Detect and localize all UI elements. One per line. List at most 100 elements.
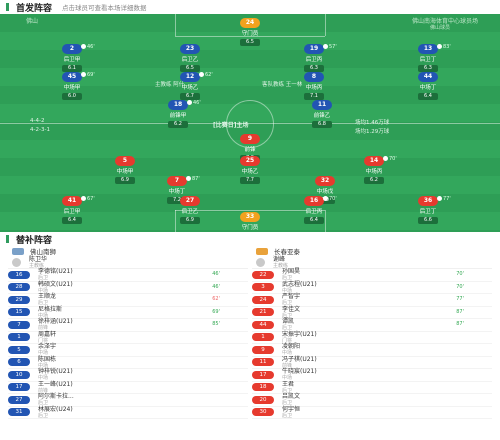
home-player[interactable]: 23 后卫乙 6.5 bbox=[165, 44, 215, 72]
subs-title: 替补阵容 bbox=[16, 235, 53, 246]
home-player[interactable]: 19 后卫丙 6.3 57' bbox=[289, 44, 339, 72]
player-name: 林展宏(U24) bbox=[38, 405, 73, 413]
player-position: 后卫 bbox=[282, 325, 293, 332]
sub-player-row[interactable]: 17 牛晓宸(U21) 中场 bbox=[252, 368, 492, 382]
away-player[interactable]: 36 后卫丁 6.6 77' bbox=[403, 196, 453, 224]
sub-player-row[interactable]: 18 王君 后卫 bbox=[252, 381, 492, 394]
formation-home: 4-4-2 bbox=[30, 118, 45, 124]
sub-player-row[interactable]: 29 王顺龙 后卫 62' bbox=[8, 293, 248, 307]
event-minute: 87' bbox=[192, 176, 200, 182]
jersey-number: 5 bbox=[8, 345, 30, 354]
home-coach-row[interactable]: 陈卫华 主教练 bbox=[8, 256, 248, 269]
sub-player-row[interactable]: 15 尼格拉斯 中场 69' bbox=[8, 306, 248, 319]
sub-player-row[interactable]: 31 林展宏(U24) 后卫 bbox=[8, 406, 248, 419]
player-rating: 6.7 bbox=[180, 93, 200, 100]
player-position: 中场 bbox=[38, 287, 49, 294]
sub-player-info: 韩硕文(U21) 中场 bbox=[38, 281, 248, 294]
jersey-number: 23 bbox=[180, 44, 200, 54]
box-line bbox=[175, 210, 176, 232]
sub-player-row[interactable]: 7 徐梓涵(U21) 前锋 85' bbox=[8, 318, 248, 332]
sub-player-row[interactable]: 3 武志程(U21) 中场 70' bbox=[252, 281, 492, 294]
sub-on-minute: 77' bbox=[456, 296, 464, 302]
home-player[interactable]: 8 中场丙 7.1 bbox=[289, 72, 339, 100]
away-player[interactable]: 25 中场乙 7.7 bbox=[225, 156, 275, 184]
sub-player-row[interactable]: 1 宋振宇(U21) 门将 bbox=[252, 331, 492, 344]
box-line bbox=[175, 36, 325, 37]
sub-player-info: 严智宇 后卫 bbox=[282, 293, 492, 306]
home-player[interactable]: 13 后卫丁 6.3 83' bbox=[403, 44, 453, 72]
sub-player-info: 武志程(U21) 中场 bbox=[282, 281, 492, 294]
player-name: 韩硕文(U21) bbox=[38, 280, 73, 288]
sub-player-row[interactable]: 28 韩硕文(U21) 中场 46' bbox=[8, 281, 248, 294]
home-player[interactable]: 11 前锋乙 6.8 bbox=[297, 100, 347, 128]
substitution-event: 46' bbox=[187, 100, 201, 106]
home-player[interactable]: 18 前锋甲 6.2 46' bbox=[153, 100, 203, 128]
player-rating: 6.9 bbox=[115, 177, 135, 184]
sub-player-row[interactable]: 22 孙国昊 后卫 70' bbox=[252, 268, 492, 282]
home-player[interactable]: 12 中场乙 6.7 62' bbox=[165, 72, 215, 100]
player-name: 凌朝阳 bbox=[282, 343, 301, 351]
player-name: 前锋 bbox=[244, 147, 256, 153]
player-name: 周嘉轩 bbox=[38, 330, 57, 338]
jersey-number: 11 bbox=[312, 100, 332, 110]
player-rating: 7.7 bbox=[240, 177, 260, 184]
away-player[interactable]: 14 中场丙 6.2 70' bbox=[349, 156, 399, 184]
sub-player-row[interactable]: 6 陈国栋 中场 bbox=[8, 356, 248, 369]
pitch-stripe bbox=[0, 68, 500, 86]
away-player[interactable]: 16 后卫丙 6.4 70' bbox=[289, 196, 339, 224]
player-name: 中场甲 bbox=[116, 169, 134, 175]
pitch-stripe bbox=[0, 140, 500, 158]
away-player[interactable]: 33守门员6.8 bbox=[225, 212, 275, 232]
away-player[interactable]: 5 中场甲 6.9 bbox=[100, 156, 150, 184]
sub-player-row[interactable]: 10 钟梓锐(U21) 中场 bbox=[8, 368, 248, 382]
player-name: 后卫甲 bbox=[63, 209, 81, 215]
jersey-number: 30 bbox=[252, 408, 274, 417]
center-circle bbox=[226, 100, 274, 148]
sub-player-row[interactable]: 1 周嘉轩 门将 bbox=[8, 330, 248, 344]
player-position: 中场 bbox=[38, 350, 49, 357]
sub-player-row[interactable]: 5 余泽宇 中场 bbox=[8, 343, 248, 357]
sub-player-row[interactable]: 24 严智宇 后卫 77' bbox=[252, 293, 492, 307]
sub-player-row[interactable]: 11 冯子棋(U21) 前锋 bbox=[252, 356, 492, 369]
away-player[interactable]: 7 中场丁 7.2 87' bbox=[152, 176, 202, 204]
sub-player-row[interactable]: 17 王一峰(U21) 前锋 bbox=[8, 381, 248, 394]
substitution-icon bbox=[81, 72, 86, 77]
event-minute: 62' bbox=[205, 72, 213, 78]
away-club-header[interactable]: 长春亚泰 bbox=[252, 246, 492, 256]
sub-player-row[interactable]: 21 李佳文 后卫 87' bbox=[252, 306, 492, 319]
sub-player-row[interactable]: 9 凌朝阳 中场 bbox=[252, 343, 492, 357]
sub-player-info: 林展宏(U24) 后卫 bbox=[38, 406, 248, 419]
sub-player-row[interactable]: 30 何宇恒 后卫 bbox=[252, 406, 492, 419]
player-name: 徐梓涵(U21) bbox=[38, 318, 73, 326]
away-coach-row[interactable]: 谢峰 主教练 bbox=[252, 256, 492, 269]
sub-player-info: 王一峰(U21) 前锋 bbox=[38, 381, 248, 394]
home-club-header[interactable]: 佛山南狮 bbox=[8, 246, 248, 256]
coach-name: 陈卫华 bbox=[29, 255, 48, 263]
home-player[interactable]: 44 中场丁 6.4 bbox=[403, 72, 453, 100]
jersey-number: 41 bbox=[62, 196, 82, 206]
away-team-name: 佛山南海体育中心球员场 bbox=[411, 18, 478, 25]
home-player[interactable]: 45 中场甲 6.0 69' bbox=[47, 72, 97, 100]
jersey-number: 19 bbox=[304, 44, 324, 54]
box-line bbox=[325, 14, 326, 36]
substitution-event: 67' bbox=[81, 196, 95, 202]
sub-player-info: 钟梓锐(U21) 中场 bbox=[38, 368, 248, 381]
player-name: 中场戊 bbox=[316, 189, 334, 195]
home-player[interactable]: 24 守门员 6.5 bbox=[225, 18, 275, 46]
sub-player-row[interactable]: 16 李德铭(U21) 后卫 46' bbox=[8, 268, 248, 282]
sub-player-info: 阿尔斯卡拉... 后卫 bbox=[38, 393, 248, 406]
away-team-subtitle: 佛山球员 bbox=[429, 25, 450, 31]
avatar bbox=[256, 257, 265, 267]
jersey-number: 44 bbox=[418, 72, 438, 82]
sub-player-row[interactable]: 44 谭凯 后卫 87' bbox=[252, 318, 492, 332]
jersey-number: 24 bbox=[252, 295, 274, 304]
player-position: 前锋 bbox=[38, 387, 49, 394]
away-subs-column: 长春亚泰 谢峰 主教练 22 孙国昊 后卫 70' 3 武志程(U21) 中场 70' 24 严智… bbox=[252, 246, 492, 419]
sub-player-row[interactable]: 20 吕凯文 后卫 bbox=[252, 393, 492, 407]
player-name: 孙国昊 bbox=[282, 268, 301, 276]
away-player[interactable]: 41 后卫甲 6.4 67' bbox=[47, 196, 97, 224]
sub-player-row[interactable]: 27 阿尔斯卡拉... 后卫 bbox=[8, 393, 248, 407]
home-player[interactable]: 2 后卫甲 6.1 46' bbox=[47, 44, 97, 72]
player-position: 后卫 bbox=[38, 400, 49, 407]
away-player[interactable]: 27 后卫乙 6.9 bbox=[165, 196, 215, 224]
